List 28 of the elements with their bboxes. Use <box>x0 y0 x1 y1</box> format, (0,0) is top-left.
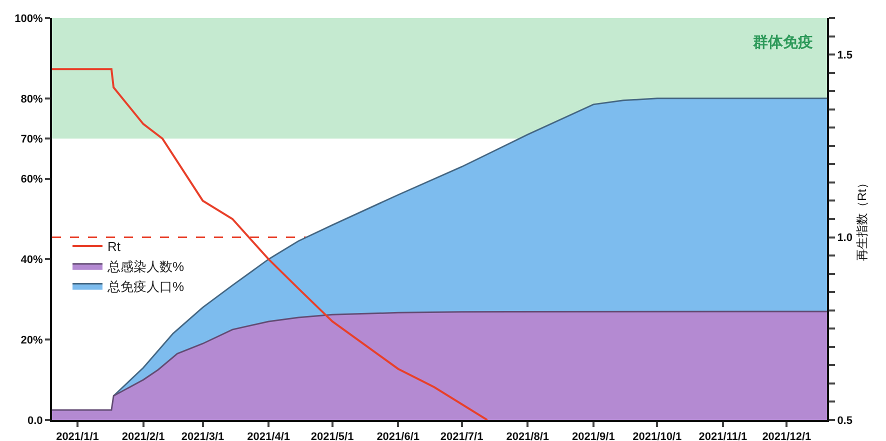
y-tick-label: 20% <box>20 334 44 346</box>
x-tick-label: 2021/12/1 <box>762 431 812 441</box>
x-tick-label: 2021/10/1 <box>632 431 682 441</box>
x-tick-label: 2021/4/1 <box>247 431 290 441</box>
line-series <box>52 68 488 420</box>
x-tick-label: 2021/2/1 <box>122 431 165 441</box>
band-label: 群体免疫 <box>752 34 813 51</box>
y2-tick-label: 1.5 <box>837 49 852 62</box>
legend-label: 总感染人数% <box>106 258 184 274</box>
x-tick-label: 2021/9/1 <box>572 431 615 441</box>
x-tick-label: 2021/7/1 <box>440 431 484 441</box>
legend-label: Rt <box>108 239 121 254</box>
y2-tick-label: 1.0 <box>837 232 852 244</box>
y2-axis-title: 再生指数（Rt） <box>854 177 869 261</box>
y-tick-label: 70% <box>20 133 44 146</box>
y-tick-label: 100% <box>14 12 44 25</box>
x-tick-label: 2021/1/1 <box>56 431 99 441</box>
x-tick-label: 2021/11/1 <box>698 431 748 441</box>
x-tick-label: 2021/5/1 <box>310 431 354 441</box>
x-tick-label: 2021/6/1 <box>376 431 420 441</box>
y-tick-label: 40% <box>20 254 44 266</box>
y2-tick-label: 0.5 <box>837 414 852 427</box>
y-tick-label: 80% <box>20 93 44 106</box>
y-tick-label: 0.0 <box>28 414 43 427</box>
x-tick-label: 2021/8/1 <box>506 431 550 441</box>
legend-label: 总免疫人口% <box>106 278 184 294</box>
x-tick-label: 2021/3/1 <box>181 431 224 441</box>
y-tick-label: 60% <box>20 174 44 186</box>
